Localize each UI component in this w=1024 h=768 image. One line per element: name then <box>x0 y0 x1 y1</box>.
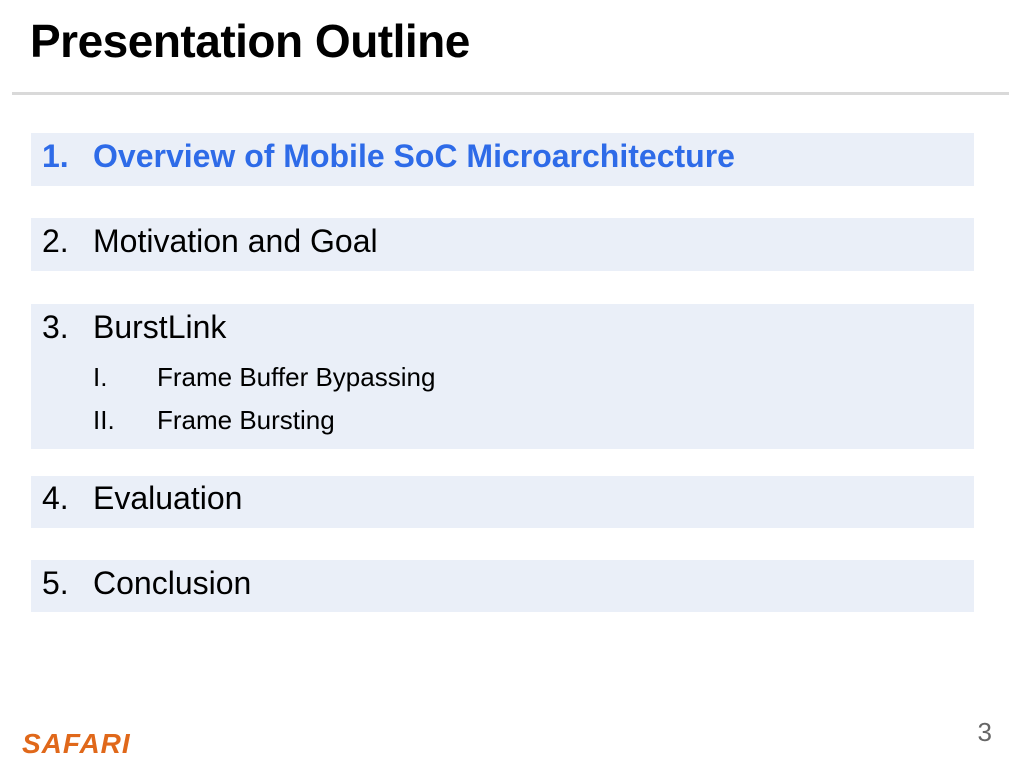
outline-item-number: 2. <box>42 223 69 259</box>
outline-item-1: 1. Overview of Mobile SoC Microarchitectu… <box>31 133 974 186</box>
outline-subitem-number: I. <box>93 362 108 392</box>
outline-subitem-label: Frame Bursting <box>157 405 335 435</box>
outline-item-number: 5. <box>42 565 69 601</box>
outline-item-number: 3. <box>42 309 69 345</box>
outline-item-number: 1. <box>42 138 69 174</box>
outline-item-label: BurstLink <box>93 309 227 345</box>
outline-item-2: 2. Motivation and Goal <box>31 218 974 271</box>
outline-item-number: 4. <box>42 480 69 516</box>
outline-subitem-label: Frame Buffer Bypassing <box>157 362 436 392</box>
outline-subitem-number: II. <box>93 405 115 435</box>
outline-item-3: 3. BurstLink I. Frame Buffer Bypassing II.… <box>31 304 974 449</box>
outline-item-label: Conclusion <box>93 565 252 601</box>
page-number: 3 <box>977 717 992 747</box>
outline-subitem: I. Frame Buffer Bypassing <box>93 362 435 393</box>
outline-subitem: II. Frame Bursting <box>93 405 335 436</box>
slide-title: Presentation Outline <box>30 15 470 67</box>
outline-item-label: Evaluation <box>93 480 243 516</box>
safari-logo: SAFARI <box>22 728 131 759</box>
outline-item-label: Overview of Mobile SoC Microarchitecture <box>93 138 735 174</box>
title-divider <box>12 92 1009 95</box>
outline-item-label: Motivation and Goal <box>93 223 378 259</box>
outline-item-5: 5. Conclusion <box>31 560 974 612</box>
outline-item-4: 4. Evaluation <box>31 476 974 528</box>
